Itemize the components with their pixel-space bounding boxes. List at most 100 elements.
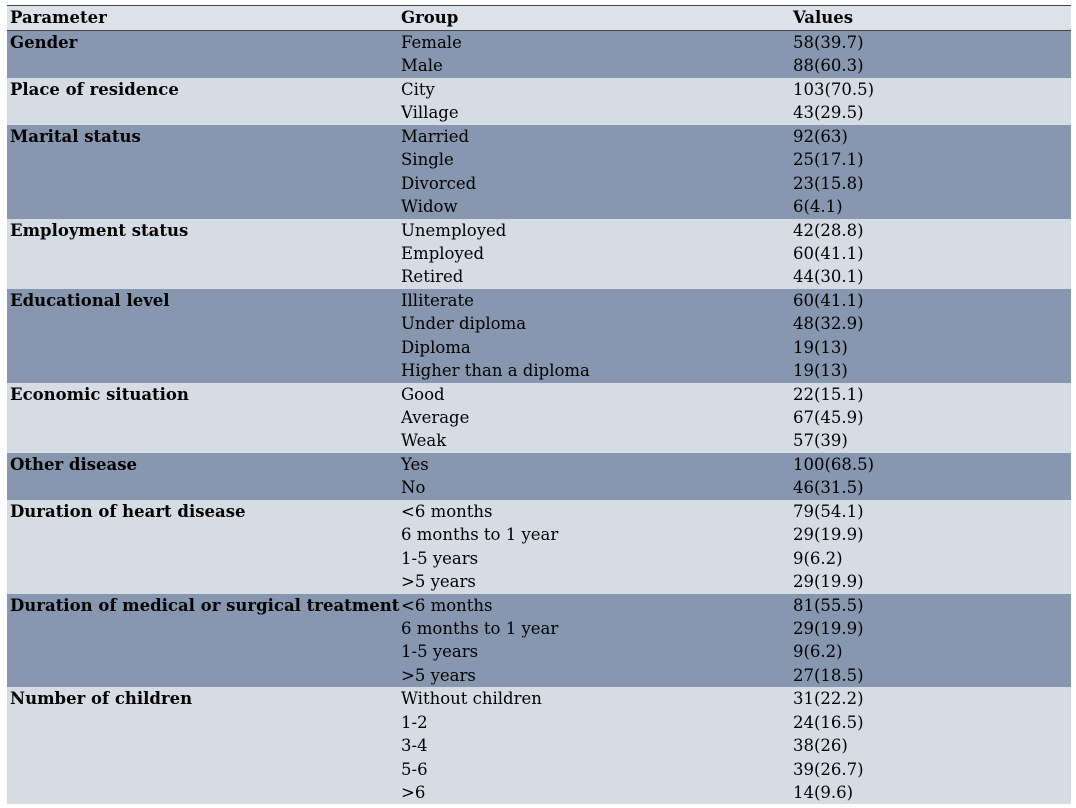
- group-cell: Widow: [401, 197, 458, 217]
- value-cell: 44(30.1): [793, 267, 864, 287]
- group-cell: Employed: [401, 243, 485, 263]
- group-cell: Single: [401, 150, 454, 170]
- table-body: Gender Female 58(39.7) Male 88(60.3) Place of…: [7, 31, 1071, 805]
- parameter-cell: Economic situation: [10, 384, 189, 404]
- table-row: Good 22(15.1): [398, 383, 1071, 406]
- group-cell: Male: [401, 56, 443, 76]
- group-cell: <6 months: [401, 595, 493, 615]
- group-cell: 6 months to 1 year: [401, 525, 559, 545]
- value-cell: 25(17.1): [793, 150, 864, 170]
- value-cell: 27(18.5): [793, 665, 864, 685]
- demographics-table: Parameter Group Values Gender Female 58(39…: [7, 5, 1071, 805]
- group-cell: Unemployed: [401, 220, 507, 240]
- group-cell: 3-4: [401, 736, 428, 756]
- group-cell: 1-5 years: [401, 642, 479, 662]
- table-row: Unemployed 42(28.8): [398, 219, 1071, 242]
- parameter-cell: Duration of medical or surgical treatmen…: [10, 595, 400, 615]
- table-row: 1-5 years 9(6.2): [398, 640, 1071, 663]
- table-row: Weak 57(39): [398, 429, 1071, 452]
- value-cell: 42(28.8): [793, 220, 864, 240]
- group-rows: Female 58(39.7) Male 88(60.3): [398, 31, 1071, 78]
- group-cell: Without children: [401, 689, 542, 709]
- value-cell: 48(32.9): [793, 314, 864, 334]
- value-cell: 67(45.9): [793, 408, 864, 427]
- group-cell: Village: [401, 103, 459, 123]
- group-cell: 5-6: [401, 759, 428, 779]
- table-block: Number of children Without children 31(22.…: [7, 687, 1071, 805]
- parameter-cell: Number of children: [10, 689, 193, 709]
- table-block: Gender Female 58(39.7) Male 88(60.3): [7, 31, 1071, 78]
- table-row: Single 25(17.1): [398, 148, 1071, 171]
- table-header-row: Parameter Group Values: [7, 6, 1071, 31]
- value-cell: 92(63): [793, 126, 848, 146]
- table-row: >5 years 27(18.5): [398, 664, 1071, 687]
- table-row: City 103(70.5): [398, 78, 1071, 101]
- value-cell: 60(41.1): [793, 243, 864, 263]
- table-block: Employment status Unemployed 42(28.8) Emplo…: [7, 218, 1071, 289]
- value-cell: 79(54.1): [793, 501, 864, 521]
- table-row: No 46(31.5): [398, 476, 1071, 499]
- table-row: 6 months to 1 year 29(19.9): [398, 523, 1071, 546]
- value-cell: 88(60.3): [793, 56, 864, 76]
- parameter-cell: Educational level: [10, 290, 170, 310]
- table-row: 3-4 38(26): [398, 734, 1071, 757]
- parameter-cell: Gender: [10, 33, 78, 52]
- group-cell: Diploma: [401, 337, 471, 357]
- parameter-cell: Duration of heart disease: [10, 501, 246, 521]
- table-block: Educational level Illiterate 60(41.1) Under…: [7, 288, 1071, 383]
- table-row: Without children 31(22.2): [398, 687, 1071, 710]
- table-row: 1-2 24(16.5): [398, 711, 1071, 734]
- table-block: Duration of heart disease <6 months 79(54.…: [7, 499, 1071, 594]
- table-row: >5 years 29(19.9): [398, 570, 1071, 593]
- group-cell: No: [401, 478, 426, 498]
- parameter-cell: Employment status: [10, 220, 189, 240]
- table-row: Divorced 23(15.8): [398, 172, 1071, 195]
- group-cell: City: [401, 79, 435, 99]
- group-cell: Retired: [401, 267, 464, 287]
- parameter-cell: Marital status: [10, 126, 141, 146]
- group-cell: >5 years: [401, 665, 476, 685]
- group-cell: 6 months to 1 year: [401, 618, 559, 638]
- table-row: Under diploma 48(32.9): [398, 312, 1071, 335]
- table-row: Female 58(39.7): [398, 31, 1071, 54]
- group-cell: Higher than a diploma: [401, 361, 590, 381]
- value-cell: 38(26): [793, 736, 848, 756]
- value-cell: 46(31.5): [793, 478, 864, 498]
- value-cell: 6(4.1): [793, 197, 843, 217]
- group-cell: Under diploma: [401, 314, 527, 334]
- group-rows: Yes 100(68.5) No 46(31.5): [398, 453, 1071, 500]
- table-row: Yes 100(68.5): [398, 453, 1071, 476]
- value-cell: 29(19.9): [793, 525, 864, 545]
- header-group: Group: [401, 8, 459, 27]
- group-rows: Illiterate 60(41.1) Under diploma 48(32.9) D…: [398, 289, 1071, 383]
- table-block: Other disease Yes 100(68.5) No 46(31.5): [7, 452, 1071, 500]
- table-block: Duration of medical or surgical treatmen…: [7, 593, 1071, 688]
- group-cell: Good: [401, 384, 445, 404]
- value-cell: 43(29.5): [793, 103, 864, 123]
- group-rows: Married 92(63) Single 25(17.1) Divorced 23(15…: [398, 125, 1071, 219]
- value-cell: 9(6.2): [793, 642, 843, 662]
- header-values: Values: [793, 8, 854, 27]
- table-row: Average 67(45.9): [398, 406, 1071, 429]
- group-cell: Weak: [401, 431, 447, 451]
- table-row: Higher than a diploma 19(13): [398, 359, 1071, 382]
- group-cell: >5 years: [401, 572, 476, 592]
- value-cell: 39(26.7): [793, 759, 864, 779]
- table-row: >6 14(9.6): [398, 781, 1071, 804]
- value-cell: 60(41.1): [793, 290, 864, 310]
- value-cell: 81(55.5): [793, 595, 864, 615]
- group-rows: <6 months 79(54.1) 6 months to 1 year 29(19…: [398, 500, 1071, 594]
- table-row: 1-5 years 9(6.2): [398, 547, 1071, 570]
- table-row: Widow 6(4.1): [398, 195, 1071, 218]
- value-cell: 24(16.5): [793, 712, 864, 732]
- group-cell: Average: [401, 408, 470, 427]
- group-rows: Without children 31(22.2) 1-2 24(16.5) 3-4 38…: [398, 687, 1071, 804]
- value-cell: 19(13): [793, 361, 848, 381]
- value-cell: 22(15.1): [793, 384, 864, 404]
- group-rows: Good 22(15.1) Average 67(45.9) Weak 57(39): [398, 383, 1071, 453]
- table-row: <6 months 81(55.5): [398, 594, 1071, 617]
- table-row: Retired 44(30.1): [398, 265, 1071, 288]
- group-cell: <6 months: [401, 501, 493, 521]
- table-block: Economic situation Good 22(15.1) Average 67(…: [7, 382, 1071, 453]
- table-block: Marital status Married 92(63) Single 25(17.1…: [7, 124, 1071, 219]
